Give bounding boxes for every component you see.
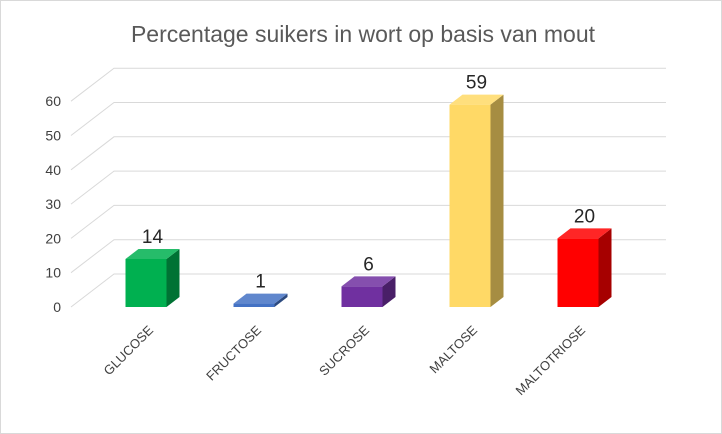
data-label: 14 [142, 227, 164, 248]
y-tick-label: 40 [45, 162, 61, 178]
bar-front [449, 104, 491, 307]
x-tick-label: MALTOTRIOSE [512, 322, 588, 398]
bar [341, 276, 396, 307]
chart-title: Percentage suikers in wort op basis van … [131, 21, 596, 47]
data-label: 59 [466, 73, 487, 94]
y-tick-label: 50 [45, 128, 61, 144]
bar-front [557, 238, 599, 307]
data-label: 6 [363, 254, 374, 275]
bar [125, 248, 180, 307]
bar-top [341, 276, 396, 287]
x-tick-label: FRUCTOSE [203, 322, 264, 383]
bar [557, 228, 612, 307]
bar-top [125, 248, 180, 259]
bars [125, 94, 612, 307]
data-labels: 14 1 6 59 20 [142, 73, 595, 293]
bar-front [341, 286, 383, 307]
bar-side [166, 248, 180, 307]
bar [449, 94, 504, 307]
x-axis-ticks: GLUCOSE FRUCTOSE SUCROSE MALTOSE MALTOTRIOSE [101, 322, 589, 398]
bar-top [233, 293, 288, 304]
y-tick-label: 10 [45, 265, 61, 281]
gridline [70, 136, 666, 171]
gridline [70, 102, 666, 136]
x-tick-label: SUCROSE [316, 322, 372, 378]
y-tick-label: 60 [45, 93, 61, 109]
bar-front [233, 303, 275, 307]
gridline [70, 67, 666, 102]
bar [233, 293, 288, 307]
y-tick-label: 30 [45, 196, 61, 212]
y-axis-ticks: 0 10 20 30 40 50 60 [45, 93, 61, 315]
bar-top [557, 228, 612, 239]
bar-top [449, 94, 504, 105]
gridline [70, 170, 666, 205]
gridlines [70, 67, 666, 308]
bar-side [490, 94, 504, 307]
x-tick-label: GLUCOSE [101, 322, 157, 378]
bar-front [125, 258, 167, 307]
data-label: 1 [255, 272, 266, 293]
y-tick-label: 20 [45, 230, 61, 246]
x-tick-label: MALTOSE [426, 322, 480, 376]
data-label: 20 [574, 206, 595, 227]
y-tick-label: 0 [53, 299, 61, 315]
bar-side [274, 293, 288, 307]
bar-side [598, 228, 612, 307]
bar-side [382, 276, 396, 307]
